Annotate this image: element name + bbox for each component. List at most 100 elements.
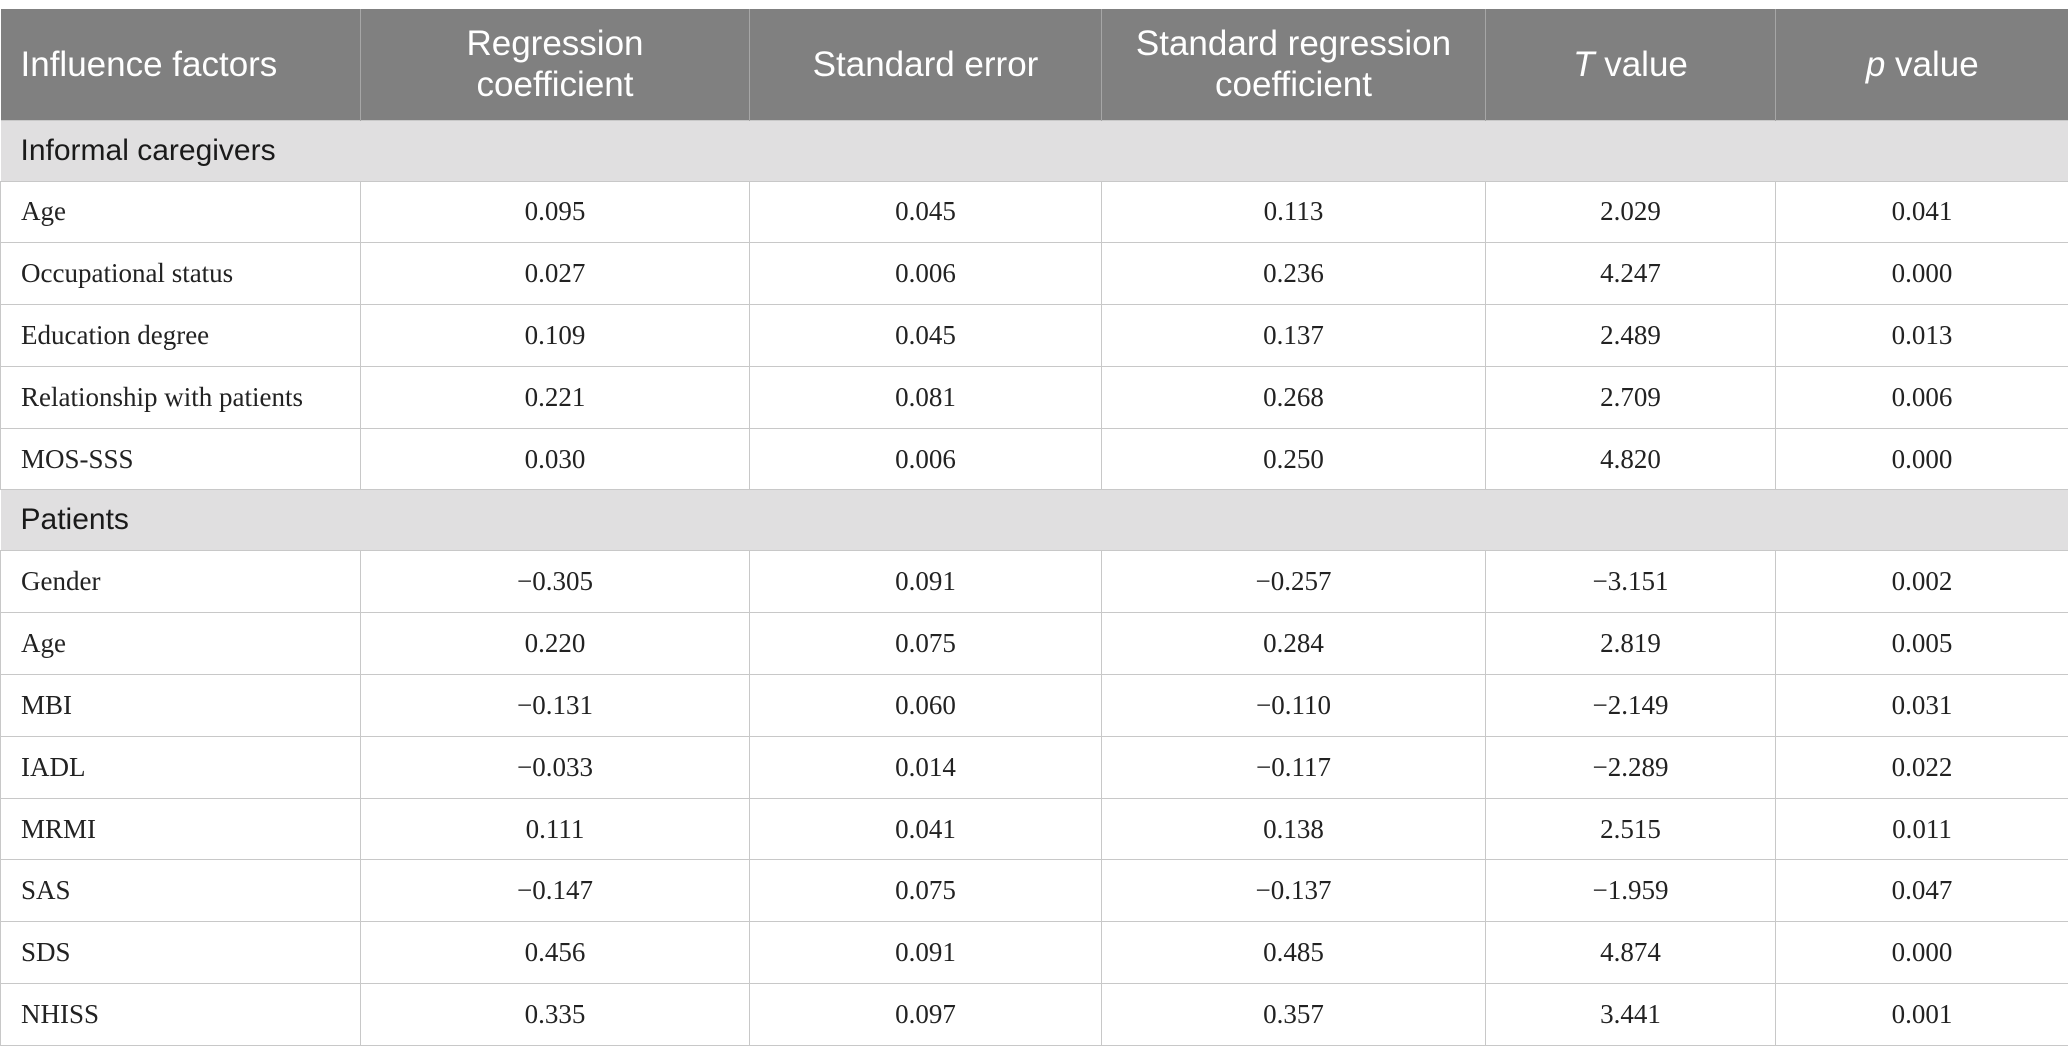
value-cell: 0.075 [749, 859, 1102, 923]
table-row: MOS-SSS 0.030 0.006 0.250 4.820 0.000 [0, 428, 2068, 491]
value-cell: 0.000 [1775, 921, 2068, 985]
value-cell: 0.081 [749, 366, 1102, 429]
value-cell: 0.000 [1775, 242, 2068, 306]
value-cell: 2.819 [1485, 612, 1776, 676]
value-cell: 0.137 [1101, 304, 1486, 367]
value-cell: 0.005 [1775, 612, 2068, 676]
section-row: Patients [0, 489, 2068, 552]
value-cell: 4.820 [1485, 428, 1776, 491]
value-cell: 4.874 [1485, 921, 1776, 985]
table-body: Informal caregivers Age 0.095 0.045 0.113 2.0… [0, 119, 2068, 1046]
factor-cell: SDS [0, 921, 361, 985]
factor-cell: NHISS [0, 983, 361, 1046]
value-cell: 0.113 [1101, 181, 1486, 244]
table-row: Age 0.095 0.045 0.113 2.029 0.041 [0, 181, 2068, 244]
section-title: Informal caregivers [0, 119, 2068, 182]
value-cell: −1.959 [1485, 859, 1776, 923]
value-cell: 0.109 [360, 304, 750, 367]
value-cell: 0.060 [749, 674, 1102, 737]
value-cell: 0.006 [1775, 366, 2068, 429]
value-cell: 0.014 [749, 736, 1102, 799]
value-cell: 0.485 [1101, 921, 1486, 985]
value-cell: 0.236 [1101, 242, 1486, 306]
value-cell: 0.456 [360, 921, 750, 985]
regression-table: Influence factors Regression coefficient… [0, 9, 2068, 1046]
value-cell: −0.137 [1101, 859, 1486, 923]
value-cell: 0.268 [1101, 366, 1486, 429]
table-row: Age 0.220 0.075 0.284 2.819 0.005 [0, 612, 2068, 676]
table-row: Relationship with patients 0.221 0.081 0.26… [0, 366, 2068, 429]
value-cell: 0.091 [749, 921, 1102, 985]
value-cell: 0.335 [360, 983, 750, 1046]
header-row: Influence factors Regression coefficient… [0, 9, 2068, 120]
table-row: NHISS 0.335 0.097 0.357 3.441 0.001 [0, 983, 2068, 1046]
table-header: Influence factors Regression coefficient… [0, 9, 2068, 120]
table-row: Occupational status 0.027 0.006 0.236 4.247 0… [0, 242, 2068, 306]
value-cell: 0.091 [749, 550, 1102, 614]
value-cell: 0.002 [1775, 550, 2068, 614]
value-cell: 0.041 [749, 798, 1102, 861]
value-cell: 0.221 [360, 366, 750, 429]
value-cell: 2.029 [1485, 181, 1776, 244]
value-cell: 0.075 [749, 612, 1102, 676]
value-cell: 0.027 [360, 242, 750, 306]
table-row: MRMI 0.111 0.041 0.138 2.515 0.011 [0, 798, 2068, 861]
header-t-value: T value [1485, 9, 1776, 120]
table-row: SAS −0.147 0.075 −0.137 −1.959 0.047 [0, 859, 2068, 923]
value-cell: 0.047 [1775, 859, 2068, 923]
factor-cell: MRMI [0, 798, 361, 861]
value-cell: −0.305 [360, 550, 750, 614]
header-standard-regression-coefficient: Standard regression coefficient [1101, 9, 1486, 120]
value-cell: 0.097 [749, 983, 1102, 1046]
factor-cell: MBI [0, 674, 361, 737]
value-cell: −0.117 [1101, 736, 1486, 799]
value-cell: 2.515 [1485, 798, 1776, 861]
value-cell: 0.031 [1775, 674, 2068, 737]
value-cell: 0.220 [360, 612, 750, 676]
value-cell: 0.006 [749, 242, 1102, 306]
value-cell: 0.045 [749, 304, 1102, 367]
value-cell: −0.257 [1101, 550, 1486, 614]
value-cell: 0.045 [749, 181, 1102, 244]
factor-cell: Occupational status [0, 242, 361, 306]
factor-cell: Age [0, 181, 361, 244]
table-row: MBI −0.131 0.060 −0.110 −2.149 0.031 [0, 674, 2068, 737]
value-cell: 4.247 [1485, 242, 1776, 306]
value-cell: 0.095 [360, 181, 750, 244]
factor-cell: IADL [0, 736, 361, 799]
header-p-value: p value [1775, 9, 2068, 120]
value-cell: 0.013 [1775, 304, 2068, 367]
value-cell: 0.022 [1775, 736, 2068, 799]
value-cell: 0.138 [1101, 798, 1486, 861]
factor-cell: Gender [0, 550, 361, 614]
factor-cell: Age [0, 612, 361, 676]
value-cell: −2.289 [1485, 736, 1776, 799]
value-cell: 0.041 [1775, 181, 2068, 244]
section-title: Patients [0, 489, 2068, 552]
value-cell: 3.441 [1485, 983, 1776, 1046]
header-influence-factors: Influence factors [20, 44, 278, 84]
section-row: Informal caregivers [0, 119, 2068, 182]
value-cell: −2.149 [1485, 674, 1776, 737]
table-row: Education degree 0.109 0.045 0.137 2.489 0.01… [0, 304, 2068, 367]
value-cell: 2.489 [1485, 304, 1776, 367]
factor-cell: SAS [0, 859, 361, 923]
header-regression-coefficient: Regression coefficient [360, 9, 750, 120]
value-cell: 2.709 [1485, 366, 1776, 429]
value-cell: 0.357 [1101, 983, 1486, 1046]
value-cell: −0.033 [360, 736, 750, 799]
value-cell: −0.110 [1101, 674, 1486, 737]
value-cell: 0.000 [1775, 428, 2068, 491]
value-cell: 0.006 [749, 428, 1102, 491]
value-cell: 0.011 [1775, 798, 2068, 861]
value-cell: 0.111 [360, 798, 750, 861]
value-cell: 0.284 [1101, 612, 1486, 676]
value-cell: −0.131 [360, 674, 750, 737]
value-cell: 0.030 [360, 428, 750, 491]
table-row: IADL −0.033 0.014 −0.117 −2.289 0.022 [0, 736, 2068, 799]
factor-cell: MOS-SSS [0, 428, 361, 491]
factor-cell: Education degree [0, 304, 361, 367]
table-row: Gender −0.305 0.091 −0.257 −3.151 0.002 [0, 550, 2068, 614]
value-cell: −0.147 [360, 859, 750, 923]
value-cell: −3.151 [1485, 550, 1776, 614]
